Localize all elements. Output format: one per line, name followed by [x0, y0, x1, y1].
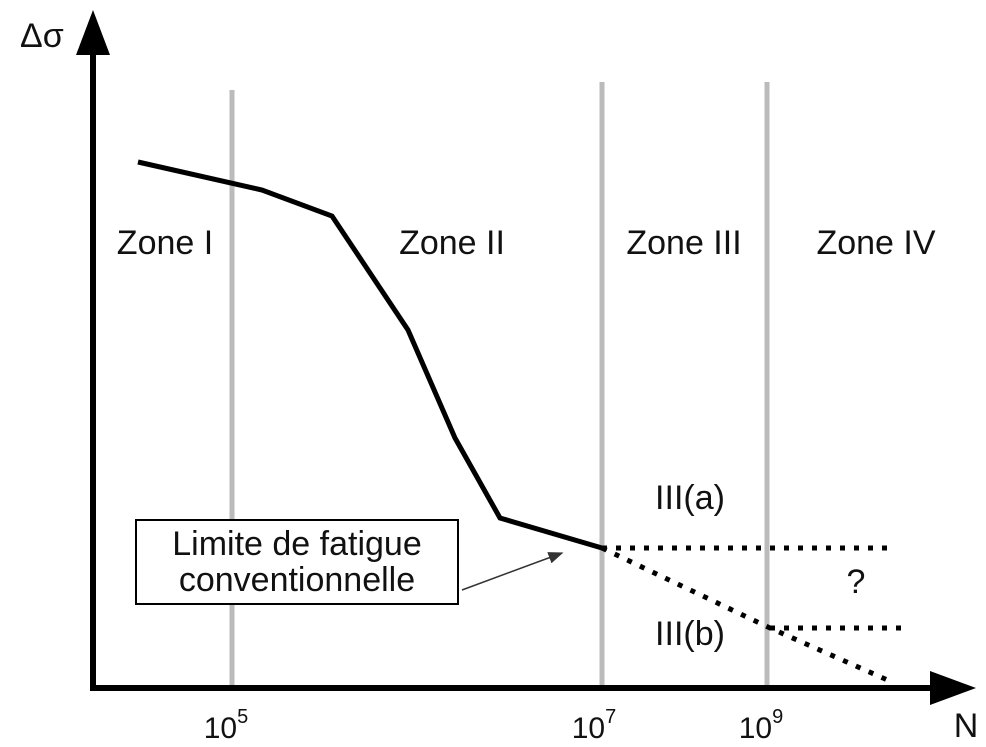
annotation-line: Limite de fatigue	[172, 525, 422, 563]
tick-exp: 7	[605, 706, 616, 728]
tick-exp: 5	[237, 706, 248, 728]
x-tick: 105	[204, 706, 249, 745]
zone-label: Zone III	[626, 224, 741, 262]
tick-base: 10	[739, 712, 772, 745]
x-tick: 107	[572, 706, 617, 745]
zone-label: Zone IV	[816, 224, 935, 262]
branch-label: III(b)	[655, 615, 725, 653]
branch-label: III(a)	[655, 479, 725, 517]
unknown-label: ?	[847, 563, 866, 601]
annotation-arrow	[461, 552, 564, 591]
annotation-line: conventionnelle	[179, 561, 415, 599]
tick-base: 10	[572, 712, 605, 745]
y-arrow	[76, 10, 110, 55]
y-label: Δσ	[20, 17, 64, 55]
sn-curve	[137, 159, 603, 551]
branches	[600, 545, 905, 685]
x-arrow	[930, 671, 976, 705]
annotation-box	[135, 519, 459, 605]
tick-base: 10	[204, 712, 237, 745]
zone-label: Zone I	[117, 224, 213, 262]
tick-exp: 9	[772, 706, 783, 728]
zone-label: Zone II	[399, 224, 505, 262]
x-label: N	[954, 707, 979, 745]
x-tick: 109	[739, 706, 784, 745]
